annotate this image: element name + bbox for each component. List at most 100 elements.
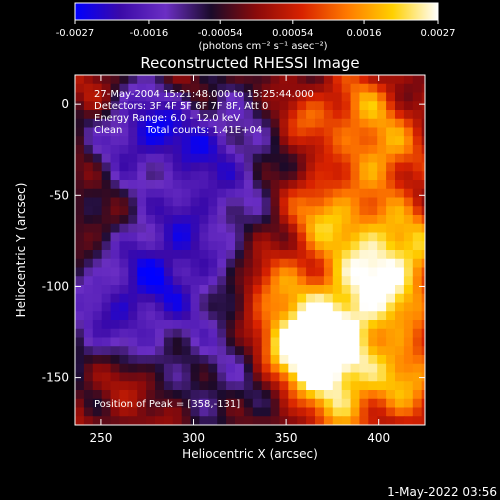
heatmap-cell: [386, 337, 396, 347]
heatmap-cell: [323, 337, 334, 347]
heatmap-cell: [341, 75, 352, 85]
heatmap-cell: [199, 311, 209, 321]
heatmap-cell: [199, 258, 209, 269]
heatmap-cell: [128, 285, 138, 295]
heatmap-cell: [377, 302, 387, 312]
heatmap-cell: [101, 398, 112, 409]
heatmap-cell: [306, 171, 316, 181]
heatmap-cell: [306, 250, 316, 260]
heatmap-cell: [297, 241, 307, 251]
heatmap-cell: [279, 416, 289, 425]
heatmap-cell: [226, 328, 236, 339]
heatmap-cell: [306, 118, 316, 129]
heatmap-cell: [208, 293, 218, 304]
heatmap-cell: [243, 188, 254, 199]
heatmap-cell: [226, 206, 236, 216]
heatmap-cell: [341, 83, 352, 94]
heatmap-cell: [412, 206, 423, 216]
heatmap-cell: [332, 127, 343, 137]
heatmap-cell: [75, 75, 85, 85]
heatmap-cell: [288, 83, 298, 94]
heatmap-cell: [323, 153, 334, 164]
heatmap-cell: [261, 101, 272, 111]
heatmap-cell: [252, 398, 263, 409]
heatmap-cell: [128, 171, 138, 181]
heatmap-cell: [172, 223, 183, 234]
heatmap-cell: [341, 118, 352, 129]
heatmap-cell: [368, 145, 378, 155]
heatmap-cell: [377, 416, 387, 425]
heatmap-cell: [243, 302, 254, 312]
heatmap-cell: [323, 390, 334, 400]
heatmap-cell: [412, 145, 423, 155]
heatmap-cell: [306, 390, 316, 400]
heatmap-cell: [252, 241, 263, 251]
heatmap-cell: [421, 293, 425, 304]
heatmap-cell: [261, 197, 272, 207]
heatmap-cell: [412, 320, 423, 330]
heatmap-cell: [315, 311, 325, 321]
heatmap-cell: [110, 83, 121, 94]
heatmap-cell: [235, 171, 245, 181]
heatmap-cell: [350, 127, 361, 137]
heatmap-cell: [386, 215, 396, 225]
heatmap-cell: [279, 83, 289, 94]
heatmap-cell: [181, 398, 192, 409]
heatmap-cell: [297, 136, 307, 146]
heatmap-cell: [101, 328, 112, 339]
heatmap-cell: [243, 118, 254, 129]
heatmap-cell: [199, 372, 209, 382]
heatmap-cell: [421, 127, 425, 137]
heatmap-cell: [403, 320, 414, 330]
heatmap-cell: [341, 285, 352, 295]
heatmap-cell: [137, 285, 147, 295]
heatmap-cell: [412, 92, 423, 102]
heatmap-cell: [412, 136, 423, 146]
heatmap-cell: [110, 145, 121, 155]
heatmap-cell: [412, 398, 423, 409]
heatmap-cell: [332, 390, 343, 400]
heatmap-cell: [172, 101, 183, 111]
heatmap-cell: [261, 127, 272, 137]
heatmap-cell: [403, 276, 414, 286]
heatmap-cell: [421, 101, 425, 111]
y-tick-label: -100: [42, 279, 69, 293]
heatmap-cell: [341, 372, 352, 382]
plot-frame: [74, 74, 426, 426]
heatmap-cell: [172, 267, 183, 277]
heatmap-cell: [359, 363, 369, 374]
heatmap-cell: [386, 320, 396, 330]
heatmap-cell: [368, 328, 378, 339]
heatmap-cell: [252, 416, 263, 425]
heatmap-cell: [199, 180, 209, 190]
heatmap-cell: [279, 372, 289, 382]
heatmap-cell: [92, 267, 103, 277]
heatmap-cell: [119, 110, 129, 120]
heatmap-cell: [350, 197, 361, 207]
heatmap-cell: [368, 180, 378, 190]
heatmap-cell: [403, 267, 414, 277]
heatmap-cell: [199, 355, 209, 365]
heatmap-cell: [421, 381, 425, 391]
heatmap-cell: [377, 363, 387, 374]
heatmap-cell: [199, 127, 209, 137]
heatmap-cell: [368, 320, 378, 330]
heatmap-cell: [128, 276, 138, 286]
heatmap-cell: [403, 241, 414, 251]
heatmap-cell: [119, 180, 129, 190]
heatmap-cell: [226, 241, 236, 251]
heatmap-cell: [288, 232, 298, 242]
heatmap-cell: [252, 101, 263, 111]
heatmap-cell: [332, 276, 343, 286]
heatmap-cell: [395, 92, 405, 102]
heatmap-cell: [288, 320, 298, 330]
heatmap-cell: [306, 285, 316, 295]
heatmap-cell: [323, 311, 334, 321]
heatmap-cell: [421, 276, 425, 286]
heatmap-cell: [297, 398, 307, 409]
heatmap-cell: [261, 398, 272, 409]
heatmap-cell: [377, 328, 387, 339]
heatmap-cell: [217, 75, 227, 85]
heatmap-cell: [261, 276, 272, 286]
heatmap-cell: [101, 267, 112, 277]
